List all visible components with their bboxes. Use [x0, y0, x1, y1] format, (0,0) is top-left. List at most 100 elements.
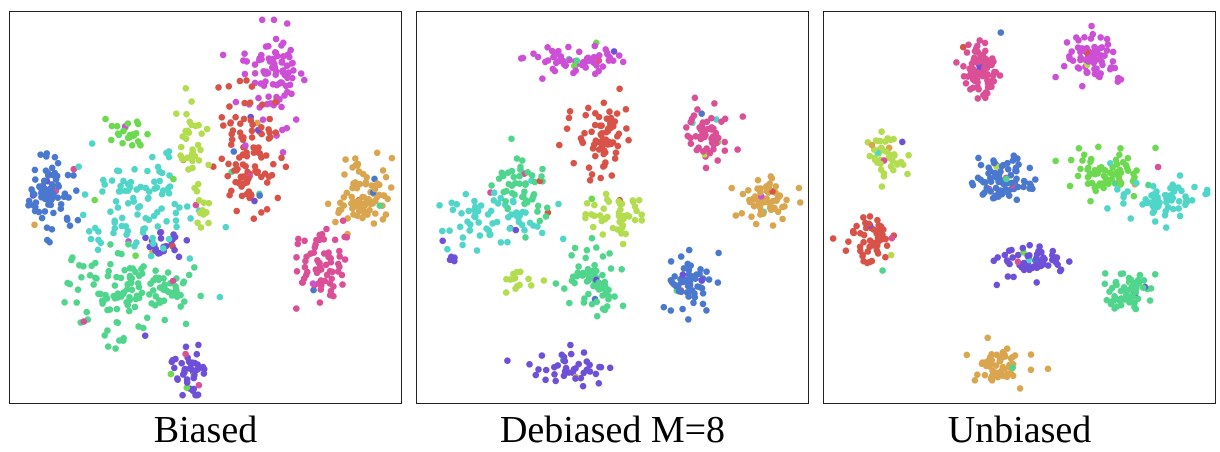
- scatter-point: [339, 281, 346, 288]
- scatter-point: [174, 376, 181, 384]
- scatter-point: [1169, 181, 1176, 188]
- scatter-point: [511, 191, 518, 198]
- scatter-point: [1014, 183, 1022, 191]
- scatter-point: [1109, 48, 1117, 56]
- scatter-point: [557, 53, 565, 60]
- scatter-point: [684, 132, 691, 140]
- scatter-point: [1026, 164, 1034, 172]
- scatter-point: [1091, 184, 1099, 191]
- scatter-point: [750, 195, 757, 202]
- scatter-point: [279, 126, 286, 134]
- scatter-point: [95, 290, 102, 298]
- scatter-point: [677, 253, 685, 260]
- scatter-point: [25, 202, 32, 209]
- scatter-point: [552, 377, 559, 385]
- scatter-point: [1109, 58, 1117, 65]
- scatter-point: [603, 128, 610, 136]
- scatter-point: [188, 121, 195, 129]
- scatter-point: [131, 243, 138, 250]
- scatter-point: [124, 301, 132, 309]
- scatter-point: [1175, 205, 1182, 212]
- scatter-point: [1035, 247, 1042, 255]
- scatter-point: [503, 187, 510, 195]
- scatter-point: [134, 211, 141, 218]
- scatter-point: [242, 142, 249, 149]
- scatter-point: [53, 172, 61, 180]
- scatter-point: [522, 234, 529, 241]
- scatter-point: [157, 229, 164, 236]
- scatter-point: [323, 225, 330, 233]
- scatter-point: [1089, 30, 1097, 38]
- scatter-point: [1003, 175, 1010, 183]
- scatter-point: [1044, 262, 1052, 269]
- scatter-point: [81, 191, 89, 198]
- scatter-point: [703, 268, 710, 276]
- scatter-point: [336, 253, 344, 260]
- scatter-point: [536, 217, 544, 225]
- scatter-point: [1162, 224, 1170, 231]
- scatter-point: [284, 74, 291, 82]
- scatter-point: [877, 160, 884, 167]
- scatter-point: [517, 268, 524, 276]
- scatter-point: [697, 266, 704, 273]
- scatter-point: [1054, 261, 1061, 268]
- scatter-point: [195, 121, 202, 129]
- scatter-point: [582, 111, 589, 119]
- scatter-point: [161, 316, 168, 324]
- scatter-point: [1114, 186, 1121, 193]
- scatter-point: [595, 57, 603, 64]
- scatter-point: [473, 247, 481, 254]
- scatter-point: [99, 188, 106, 195]
- scatter-point: [568, 252, 575, 259]
- scatter-point: [449, 206, 457, 214]
- scatter-point: [615, 52, 623, 59]
- scatter-point: [588, 195, 596, 203]
- scatter-point: [530, 50, 537, 57]
- scatter-point: [702, 164, 710, 172]
- scatter-point: [625, 213, 633, 220]
- scatter-point: [534, 53, 542, 61]
- scatter-point: [693, 271, 700, 278]
- scatter-point: [684, 282, 692, 290]
- scatter-point: [289, 74, 296, 82]
- scatter-point: [974, 95, 982, 102]
- scatter-point: [1008, 179, 1016, 187]
- scatter-point: [313, 269, 321, 277]
- scatter-point: [516, 172, 523, 180]
- scatter-point: [1119, 270, 1127, 277]
- scatter-point: [251, 197, 258, 205]
- scatter-point: [183, 110, 190, 118]
- scatter-point: [316, 231, 324, 239]
- scatter-point: [134, 280, 142, 287]
- scatter-point: [667, 258, 675, 265]
- scatter-point: [1016, 385, 1024, 392]
- scatter-point: [600, 205, 607, 212]
- scatter-point: [869, 241, 876, 248]
- scatter-point: [690, 299, 697, 307]
- scatter-point: [1007, 171, 1015, 179]
- scatter-point: [552, 59, 560, 67]
- scatter-point: [738, 210, 746, 217]
- scatter-point: [471, 213, 478, 220]
- scatter-point: [250, 144, 257, 151]
- scatter-point: [702, 131, 709, 139]
- scatter-point: [48, 164, 56, 172]
- scatter-point: [203, 125, 211, 133]
- scatter-point: [1120, 193, 1127, 201]
- scatter-point: [981, 179, 989, 186]
- scatter-point: [388, 154, 396, 162]
- scatter-point: [887, 251, 895, 259]
- scatter-point: [599, 63, 607, 70]
- scatter-point: [973, 44, 980, 52]
- scatter-point: [170, 175, 177, 183]
- scatter-point: [171, 200, 178, 208]
- scatter-point: [43, 150, 51, 157]
- scatter-point: [1106, 288, 1113, 296]
- scatter-point: [144, 167, 151, 175]
- scatter-point: [631, 203, 639, 210]
- scatter-point: [718, 118, 725, 125]
- scatter-point: [63, 216, 71, 223]
- scatter-point: [508, 135, 515, 143]
- scatter-point: [359, 170, 367, 178]
- scatter-point: [1117, 179, 1125, 187]
